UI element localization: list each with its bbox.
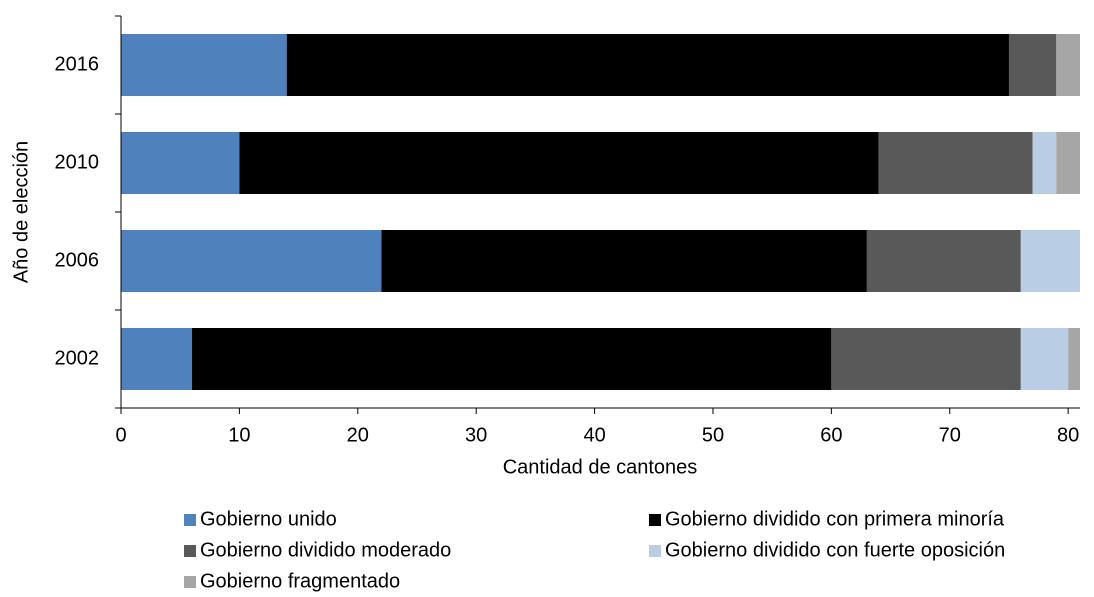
x-tick-label: 80: [1057, 424, 1079, 446]
bar-segment: [1056, 132, 1080, 194]
bar-segment: [121, 328, 193, 390]
legend-label: Gobierno dividido con fuerte oposición: [665, 539, 1005, 561]
x-tick-label: 60: [820, 424, 842, 446]
x-axis-title: Cantidad de cantones: [503, 456, 698, 478]
bar-segment: [1020, 328, 1069, 390]
bar-segment: [286, 34, 1009, 96]
legend-label: Gobierno dividido moderado: [200, 539, 451, 561]
bar-segment: [1056, 34, 1080, 96]
legend-label: Gobierno unido: [200, 508, 337, 530]
bar-segment: [1032, 132, 1057, 194]
legend-swatch: [184, 545, 196, 557]
y-tick-label: 2002: [55, 347, 100, 369]
legend-swatch: [184, 576, 196, 588]
bar-segment: [1020, 230, 1080, 292]
legend-swatch: [649, 514, 661, 526]
bar-segment: [121, 230, 382, 292]
x-tick-label: 10: [228, 424, 250, 446]
bar-segment: [831, 328, 1021, 390]
bar-segment: [121, 34, 287, 96]
bar-segment: [1008, 34, 1057, 96]
bar-segment: [381, 230, 867, 292]
bar-segment: [866, 230, 1021, 292]
y-axis-title: Año de elección: [10, 141, 32, 283]
x-tick-label: 20: [347, 424, 369, 446]
y-tick-label: 2016: [55, 53, 100, 75]
y-tick-label: 2010: [55, 151, 100, 173]
bar-segment: [239, 132, 879, 194]
legend-label: Gobierno fragmentado: [200, 570, 400, 592]
bar-segment: [192, 328, 832, 390]
x-tick-label: 30: [465, 424, 487, 446]
bar-segment: [878, 132, 1033, 194]
x-tick-label: 50: [702, 424, 724, 446]
y-tick-label: 2006: [55, 249, 100, 271]
x-tick-label: 0: [115, 424, 126, 446]
x-tick-label: 70: [939, 424, 961, 446]
legend-swatch: [649, 545, 661, 557]
legend-swatch: [184, 514, 196, 526]
x-tick-label: 40: [583, 424, 605, 446]
bar-segment: [121, 132, 240, 194]
legend-label: Gobierno dividido con primera minoría: [665, 508, 1005, 530]
bar-segment: [1068, 328, 1080, 390]
